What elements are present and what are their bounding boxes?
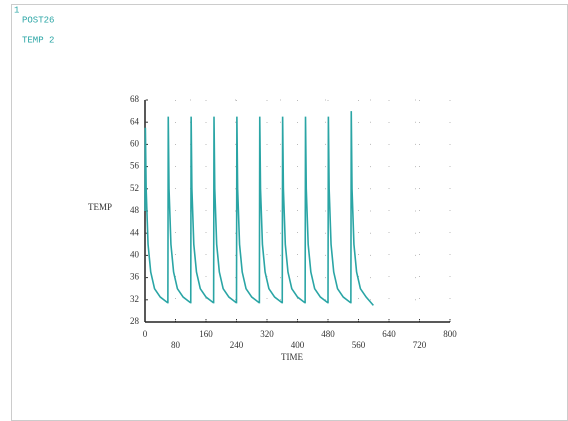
y-tick-label: 44 bbox=[130, 227, 140, 237]
y-tick-label: 68 bbox=[130, 94, 140, 104]
x-tick-label: 800 bbox=[443, 329, 457, 339]
line-series bbox=[144, 111, 374, 306]
x-axis-label: TIME bbox=[281, 352, 303, 362]
y-tick-label: 64 bbox=[130, 116, 140, 126]
y-tick-label: 60 bbox=[130, 138, 140, 148]
x-tick-label: 480 bbox=[321, 329, 335, 339]
x-tick-label: 560 bbox=[352, 340, 366, 350]
y-tick-label: 52 bbox=[130, 183, 139, 193]
plot-label: POST26 bbox=[22, 15, 54, 25]
plot-label: TEMP 2 bbox=[22, 35, 54, 45]
y-tick-label: 48 bbox=[130, 205, 140, 215]
x-tick-label: 640 bbox=[382, 329, 396, 339]
y-tick-label: 36 bbox=[130, 272, 140, 282]
y-tick-label: 32 bbox=[130, 294, 139, 304]
x-tick-label: 320 bbox=[260, 329, 274, 339]
x-tick-label: 80 bbox=[171, 340, 181, 350]
window-number: 1 bbox=[14, 5, 19, 15]
y-axis-label: TEMP bbox=[88, 202, 112, 212]
x-tick-label: 400 bbox=[291, 340, 305, 350]
x-tick-label: 0 bbox=[143, 329, 148, 339]
x-tick-label: 160 bbox=[199, 329, 213, 339]
x-tick-label: 240 bbox=[230, 340, 244, 350]
y-tick-label: 28 bbox=[130, 316, 140, 326]
y-tick-label: 40 bbox=[130, 249, 140, 259]
x-tick-label: 720 bbox=[413, 340, 427, 350]
y-tick-label: 56 bbox=[130, 161, 140, 171]
